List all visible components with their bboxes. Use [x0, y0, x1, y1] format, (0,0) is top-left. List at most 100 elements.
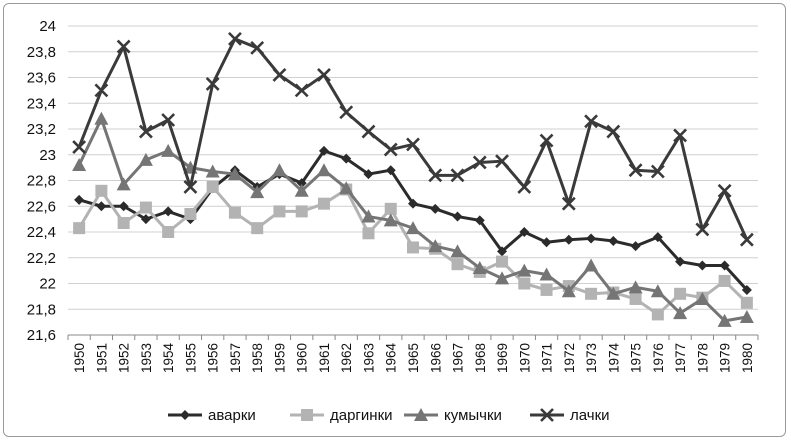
data-point: [339, 181, 354, 195]
y-tick-label: 23,6: [27, 70, 56, 87]
x-tick-label: 1978: [695, 343, 710, 373]
data-point: [296, 178, 307, 189]
data-point: [584, 258, 599, 272]
gridlines: [68, 25, 758, 336]
data-point: [251, 222, 264, 235]
data-point: [629, 292, 642, 305]
data-point: [541, 237, 552, 248]
data-point: [140, 214, 151, 225]
data-point: [450, 168, 465, 183]
x-tick-label: 1976: [651, 343, 666, 373]
data-point: [495, 154, 509, 169]
data-point: [94, 111, 109, 125]
data-point: [161, 113, 176, 127]
x-axis: 1950 1951 1952 1953 1954 1955 1956 1957 1958 1959…: [67, 334, 759, 374]
data-point: [250, 40, 265, 55]
data-point: [362, 227, 375, 240]
data-point: [383, 142, 398, 157]
data-point: [161, 143, 176, 157]
data-point: [606, 124, 621, 139]
x-tick-label: 1966: [428, 343, 443, 373]
data-point: [606, 286, 621, 300]
data-point: [428, 239, 443, 253]
series-3: [72, 31, 754, 247]
y-tick-label: 22: [39, 276, 56, 293]
data-point: [452, 211, 463, 222]
data-point: [139, 201, 152, 214]
data-point: [72, 140, 87, 154]
data-point: [73, 222, 86, 235]
data-point: [183, 180, 198, 194]
data-point: [561, 284, 576, 298]
data-point: [205, 77, 220, 91]
x-tick-label: 1954: [161, 343, 176, 374]
data-point: [519, 227, 530, 237]
data-point: [517, 180, 532, 194]
data-point: [341, 153, 352, 164]
x-tick-label: 1952: [117, 343, 132, 373]
y-tick-label: 24: [39, 18, 56, 35]
data-point: [651, 308, 664, 321]
data-point: [384, 202, 397, 215]
x-tick-label: 1960: [295, 343, 310, 373]
data-point: [673, 306, 688, 320]
data-point: [673, 128, 688, 143]
data-point: [608, 236, 619, 247]
data-point: [406, 137, 420, 152]
x-tick-label: 1979: [718, 343, 733, 373]
legend-label: аварки: [208, 407, 256, 424]
data-point: [116, 177, 131, 191]
data-point: [163, 206, 174, 217]
data-point: [116, 39, 131, 54]
x-tick-label: 1964: [384, 343, 399, 374]
x-tick-label: 1970: [517, 343, 532, 373]
data-point: [273, 205, 286, 218]
legend-marker: [180, 410, 190, 420]
data-point: [628, 280, 643, 294]
data-point: [717, 313, 732, 327]
data-point: [363, 169, 374, 180]
x-tick-label: 1980: [740, 343, 755, 373]
data-point: [294, 183, 309, 197]
data-point: [652, 232, 663, 243]
data-point: [383, 213, 398, 227]
x-tick-label: 1965: [406, 343, 421, 373]
data-point: [227, 167, 242, 181]
legend: аварки даргинки кумычки лачки: [168, 407, 610, 424]
chart-frame: [3, 3, 786, 437]
data-point: [674, 287, 687, 300]
x-tick-label: 1957: [228, 343, 243, 373]
series-group: [72, 31, 754, 327]
x-tick-label: 1972: [562, 343, 577, 373]
x-tick-label: 1974: [606, 343, 621, 374]
legend-label: лачки: [570, 407, 610, 424]
data-point: [540, 283, 553, 296]
data-point: [539, 133, 554, 148]
data-point: [272, 68, 287, 82]
series-0: [74, 145, 752, 295]
data-point: [94, 83, 109, 98]
x-tick-label: 1950: [72, 343, 87, 373]
data-point: [361, 124, 376, 139]
legend-label: даргинки: [330, 407, 393, 424]
data-point: [317, 197, 330, 210]
data-point: [474, 215, 485, 226]
data-point: [518, 277, 531, 290]
data-point: [695, 222, 710, 237]
data-point: [117, 216, 130, 229]
y-tick-label: 23: [39, 147, 56, 164]
data-point: [495, 271, 510, 285]
series-2: [72, 111, 754, 327]
y-tick-label: 21,6: [27, 327, 56, 344]
data-point: [628, 163, 643, 178]
x-tick-label: 1958: [250, 343, 265, 373]
y-tick-label: 23,2: [27, 121, 56, 138]
legend-marker: [540, 408, 554, 422]
y-tick-label: 23,8: [27, 44, 56, 61]
data-point: [496, 255, 509, 268]
legend-item: кумычки: [404, 407, 502, 424]
data-point: [561, 196, 576, 211]
x-tick-label: 1955: [183, 343, 198, 373]
data-point: [428, 168, 443, 183]
